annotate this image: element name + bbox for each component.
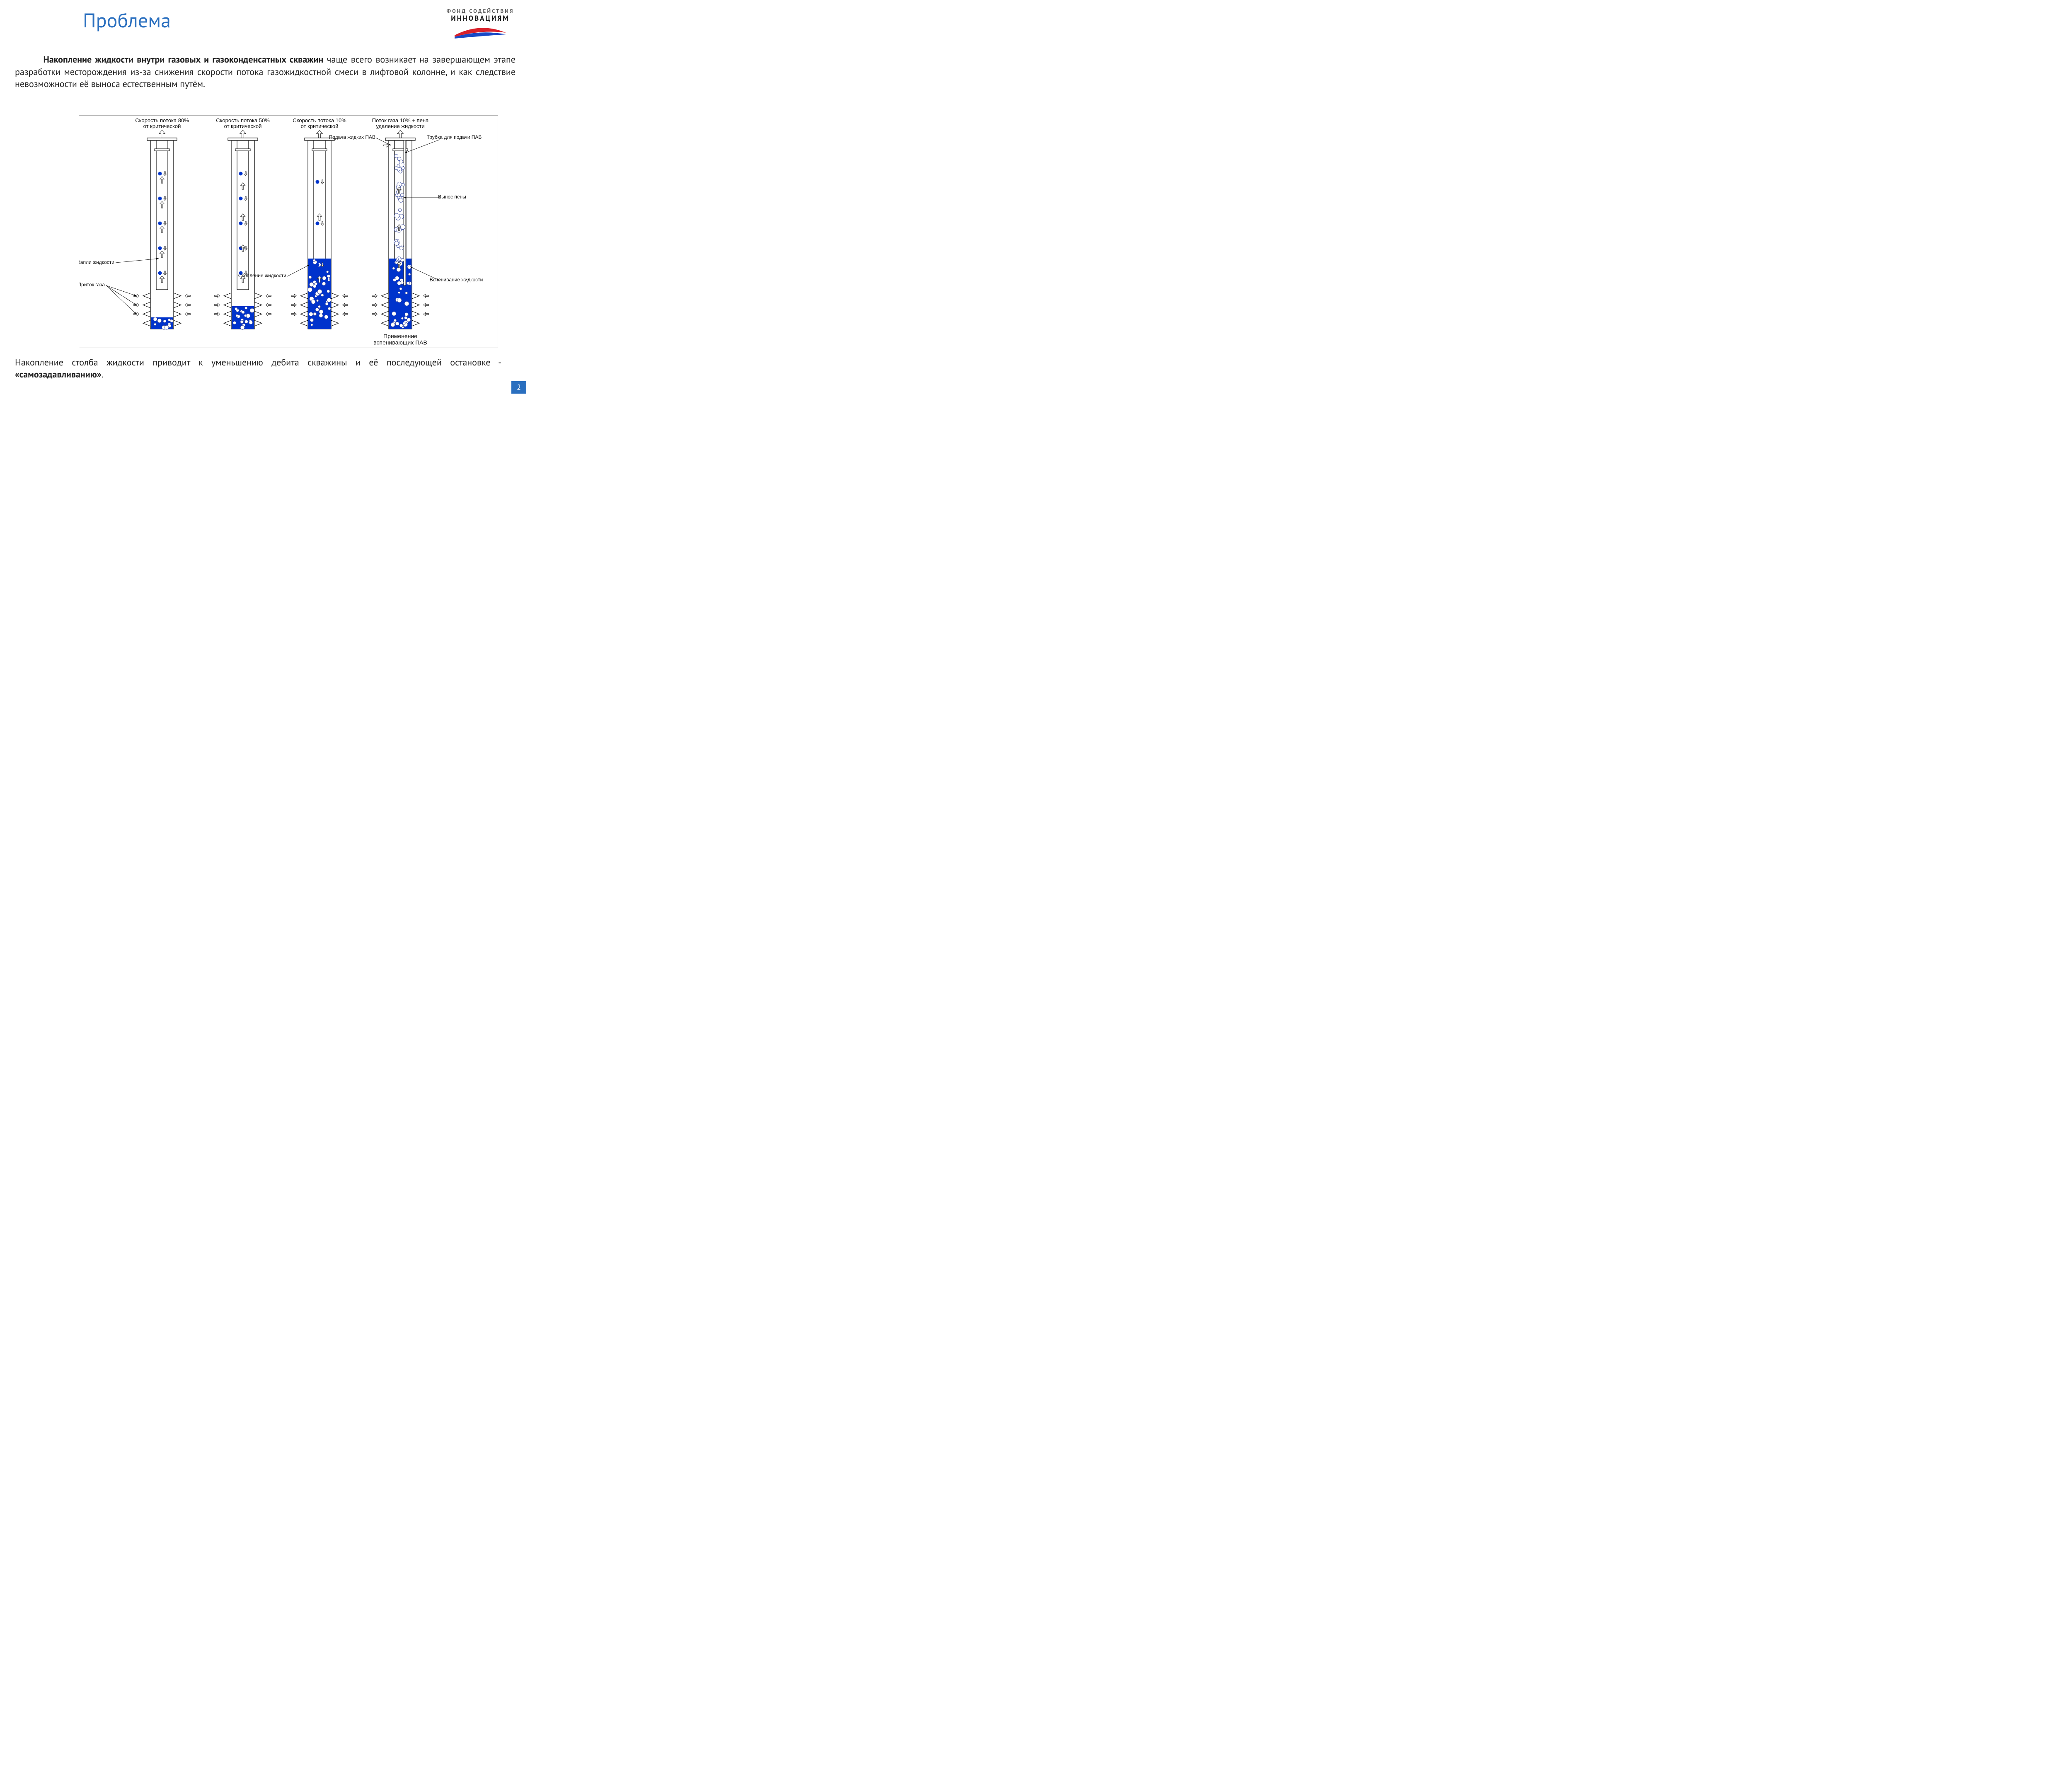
paragraph-bottom: Накопление столба жидкости приводит к ум… [15,357,501,381]
svg-text:от критической: от критической [143,123,181,129]
svg-text:от критической: от критической [301,123,339,129]
paragraph-bottom-bold: «самозадавливанию» [15,369,102,380]
paragraph-bottom-period: . [102,369,104,380]
svg-text:Скорость потока 50%: Скорость потока 50% [216,117,270,123]
well-diagram: Скорость потока 80%от критическойСкорост… [79,115,498,348]
paragraph-bottom-plain: Накопление столба жидкости приводит к ум… [15,357,501,368]
svg-text:Капли жидкости: Капли жидкости [79,259,114,265]
svg-text:Поток газа 10% + пена: Поток газа 10% + пена [372,117,429,123]
sponsor-logo: ФОНД СОДЕЙСТВИЯ ИННОВАЦИЯМ [445,7,516,41]
svg-text:Применениевспенивающих ПАВ: Применениевспенивающих ПАВ [373,333,427,346]
svg-text:от критической: от критической [224,123,262,129]
svg-text:Скорость потока 80%: Скорость потока 80% [135,117,189,123]
logo-swoosh-icon [451,24,509,39]
svg-text:Вынос пены: Вынос пены [438,194,466,200]
svg-text:Подача жидких ПАВ: Подача жидких ПАВ [329,134,375,140]
svg-text:Трубка для подачи ПАВ: Трубка для подачи ПАВ [427,134,482,140]
page-number-badge: 2 [511,381,526,394]
svg-text:Приток газа: Приток газа [79,282,105,288]
svg-text:Скопление жидкости: Скопление жидкости [238,273,286,278]
svg-text:Скорость потока 10%: Скорость потока 10% [293,117,346,123]
paragraph-top: Накопление жидкости внутри газовых и газ… [15,54,516,91]
paragraph-top-bold: Накопление жидкости внутри газовых и газ… [43,54,323,65]
page-title: Проблема [83,7,171,33]
logo-line-2: ИННОВАЦИЯМ [445,14,516,23]
svg-text:удаление жидкости: удаление жидкости [376,123,424,129]
